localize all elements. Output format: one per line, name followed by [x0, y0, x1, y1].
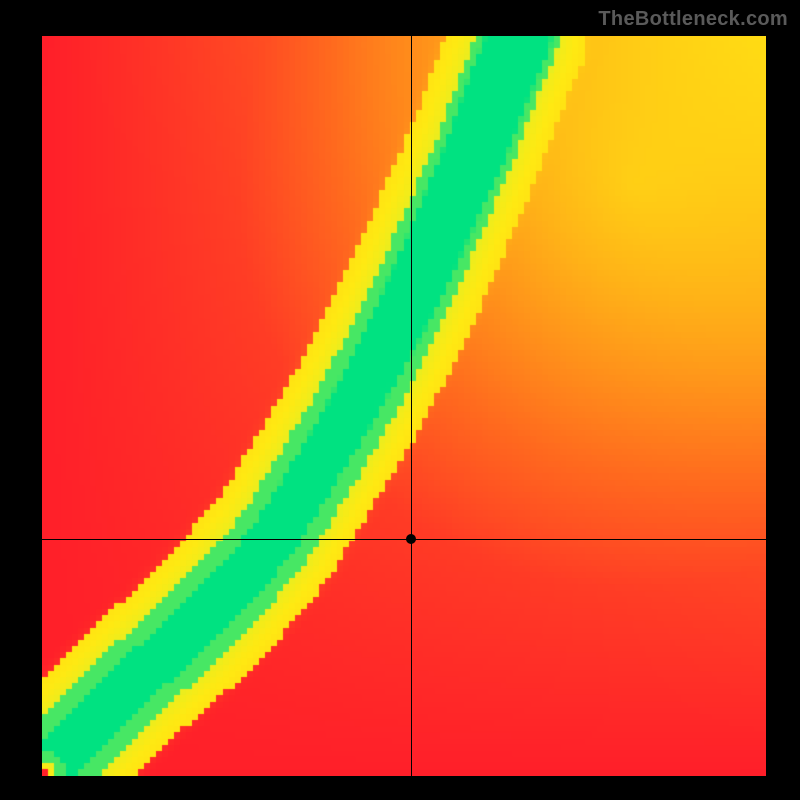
heatmap-canvas	[42, 36, 766, 776]
chart-container: TheBottleneck.com	[0, 0, 800, 800]
crosshair-marker	[406, 534, 416, 544]
watermark-text: TheBottleneck.com	[598, 8, 788, 31]
crosshair-horizontal	[42, 539, 766, 540]
crosshair-vertical	[411, 36, 412, 776]
